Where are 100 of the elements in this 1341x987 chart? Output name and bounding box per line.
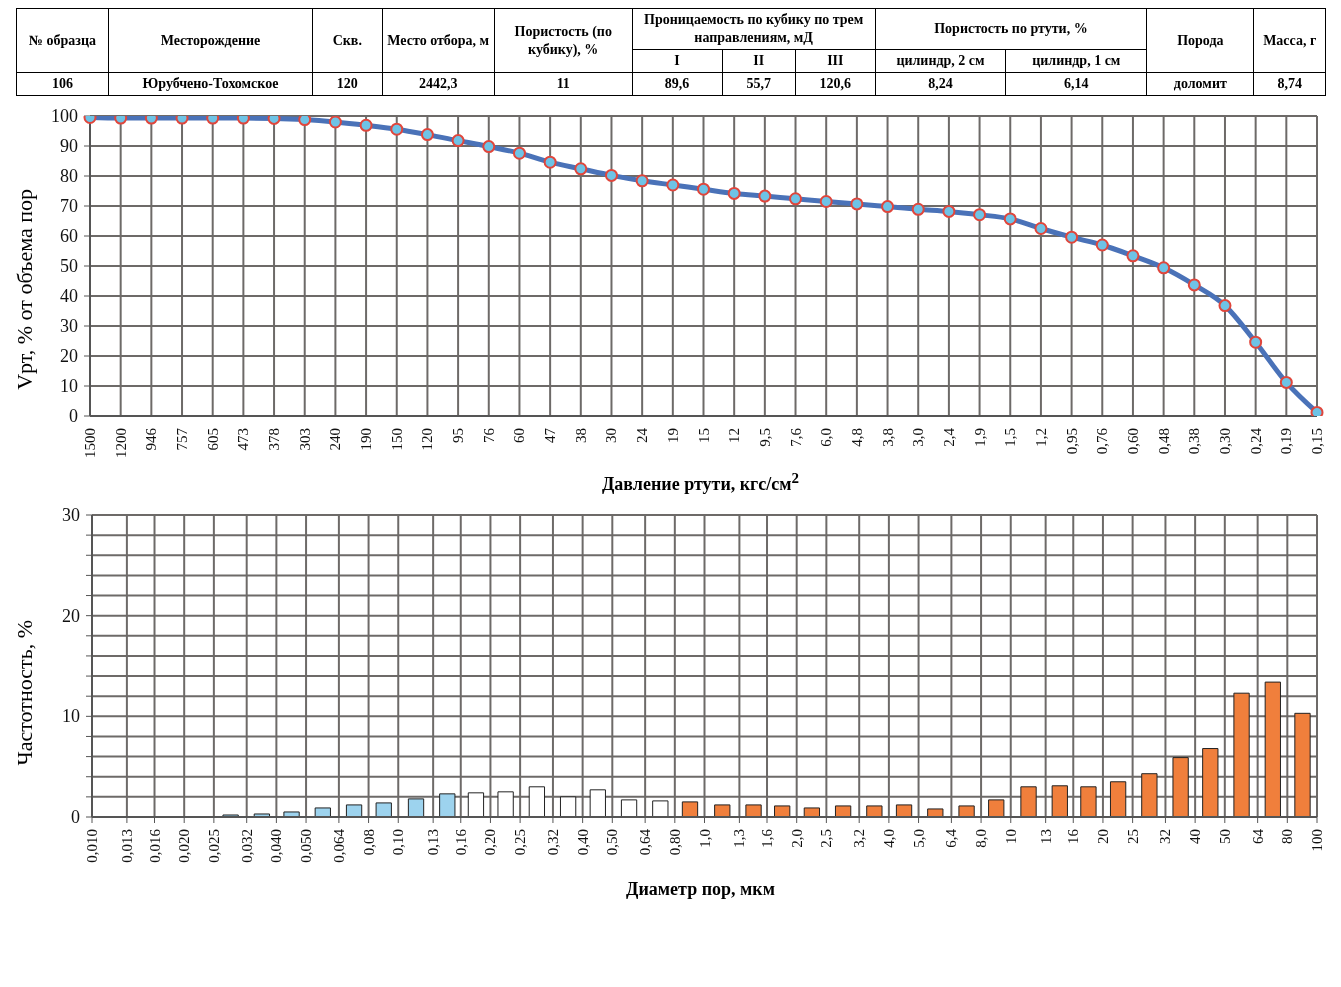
text: цилиндр, 2 см: [896, 53, 985, 68]
x-tick-label: 0,16: [452, 828, 469, 856]
text: Юрубчено-Тохомское: [142, 76, 279, 91]
x-tick-label: 4,0: [880, 829, 897, 848]
x-tick-label: 0,80: [666, 829, 683, 856]
text: 6,14: [1064, 76, 1089, 91]
x-tick-label: 0,76: [1094, 427, 1111, 455]
x-tick-label: 0,016: [146, 828, 163, 863]
x-tick-label: 0,40: [574, 829, 591, 856]
x-tick-label: 2,4: [940, 427, 957, 447]
y-tick-label: 80: [60, 166, 78, 186]
x-tick-label: 6,4: [943, 828, 960, 848]
x-tick-label: 0,19: [1278, 428, 1295, 455]
y-tick-label: 0: [69, 406, 78, 426]
text: 106: [51, 76, 73, 91]
x-tick-label: 24: [634, 427, 651, 443]
x-tick-label: 47: [542, 427, 559, 443]
y-tick-label: 70: [60, 196, 78, 216]
x-tick-label: 1,6: [759, 828, 776, 848]
x-tick-label: 20: [1094, 829, 1111, 844]
x-tick-label: 0,38: [1186, 428, 1203, 455]
x-tick-label: 0,50: [604, 829, 621, 856]
x-tick-label: 0,064: [330, 828, 347, 863]
text: 120,6: [819, 76, 852, 91]
x-tick-label: 19: [664, 428, 681, 443]
y-tick-label: 0: [71, 807, 80, 827]
text: Порода: [1177, 32, 1224, 48]
x-tick-label: 60: [511, 428, 528, 443]
x-tick-label: 473: [235, 428, 252, 451]
y-tick-label: 10: [60, 376, 78, 396]
text: Проницаемость по кубику по трем направлениям, мД: [644, 12, 864, 45]
x-tick-label: 1,0: [696, 829, 713, 848]
x-tick-label: 5,0: [910, 829, 927, 848]
x-tick-label: 15: [695, 428, 712, 443]
x-tick-label: 10: [1002, 829, 1019, 844]
text: 11: [556, 76, 570, 91]
x-tick-label: 13: [1037, 829, 1054, 844]
text: 55,7: [746, 76, 771, 91]
x-tick-label: 0,95: [1063, 428, 1080, 455]
x-axis-title: Давление ртути, кгс/см$^{2}$: [601, 470, 800, 494]
x-tick-label: 0,050: [298, 829, 315, 863]
x-tick-label: 4,8: [848, 428, 865, 447]
x-tick-label: 16: [1065, 828, 1082, 844]
y-tick-label: 20: [60, 346, 78, 366]
text: Пористость по ртути, %: [934, 21, 1088, 36]
x-tick-label: 0,20: [482, 829, 499, 856]
x-tick-label: 6,0: [818, 428, 835, 447]
x-tick-label: 0,020: [176, 829, 193, 863]
x-tick-label: 76: [480, 427, 497, 443]
text: доломит: [1173, 76, 1227, 91]
text: 120: [336, 76, 358, 91]
x-tick-label: 120: [419, 428, 436, 451]
y-tick-label: 50: [60, 256, 78, 276]
text: 8,24: [928, 76, 953, 91]
text: Скв.: [332, 32, 362, 48]
text: Пористость (по кубику), %: [514, 23, 612, 57]
x-tick-label: 0,13: [425, 829, 442, 856]
text: Место отбора, м: [387, 32, 489, 48]
x-tick-label: 605: [204, 428, 221, 451]
x-tick-label: 1,5: [1002, 428, 1019, 447]
text: цилиндр, 1 см: [1032, 53, 1121, 68]
x-tick-label: 25: [1124, 829, 1141, 844]
x-tick-label: 757: [174, 427, 191, 451]
x-tick-label: 9,5: [756, 428, 773, 447]
x-tick-label: 0,08: [360, 829, 377, 856]
x-tick-label: 0,10: [390, 829, 407, 856]
x-tick-label: 0,15: [1309, 428, 1325, 455]
y-tick-label: 30: [60, 316, 78, 336]
x-tick-label: 30: [603, 428, 620, 443]
text: 8,74: [1277, 76, 1302, 91]
x-tick-label: 3,2: [851, 829, 868, 848]
x-tick-label: 95: [450, 428, 467, 443]
x-tick-label: 80: [1279, 829, 1296, 844]
text: Масса, г: [1263, 32, 1317, 48]
y-tick-label: 60: [60, 226, 78, 246]
x-tick-label: 1,3: [731, 829, 748, 848]
x-tick-label: 0,64: [637, 828, 654, 856]
x-tick-label: 8,0: [973, 829, 990, 848]
x-tick-label: 150: [388, 428, 405, 451]
x-tick-label: 12: [726, 428, 743, 443]
x-tick-label: 946: [143, 427, 160, 451]
x-tick-label: 40: [1187, 829, 1204, 844]
text: III: [827, 53, 844, 68]
x-tick-label: 1200: [112, 428, 129, 458]
text: Месторождение: [160, 32, 261, 48]
x-tick-label: 0,025: [205, 829, 222, 863]
x-tick-label: 0,30: [1216, 428, 1233, 455]
x-tick-label: 50: [1216, 829, 1233, 844]
x-tick-label: 0,25: [512, 829, 529, 856]
x-tick-label: 0,040: [268, 829, 285, 863]
text: II: [753, 53, 765, 68]
y-tick-label: 10: [62, 706, 80, 727]
x-tick-label: 2,5: [818, 829, 835, 848]
x-tick-label: 0,60: [1124, 428, 1141, 455]
x-tick-label: 378: [266, 428, 283, 451]
x-tick-label: 100: [1309, 829, 1325, 852]
text: 2442,3: [418, 76, 458, 91]
x-tick-label: 3,0: [910, 428, 927, 447]
x-tick-label: 190: [358, 428, 375, 451]
x-tick-label: 1,2: [1032, 428, 1049, 447]
